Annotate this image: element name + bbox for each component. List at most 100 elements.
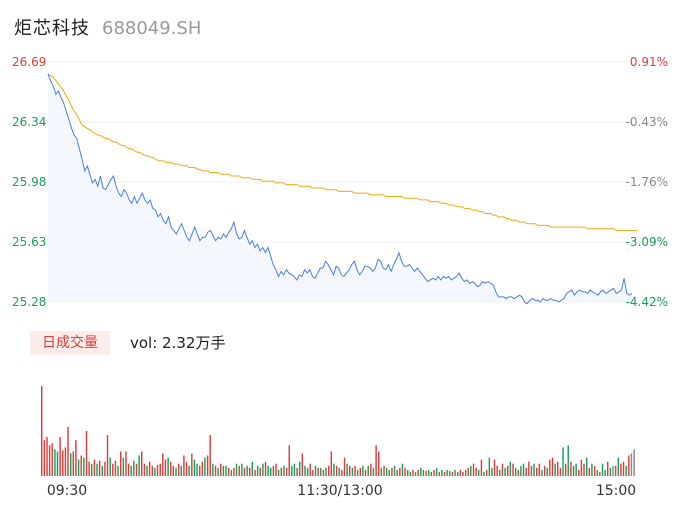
volume-bar	[517, 469, 519, 476]
volume-bar	[312, 469, 314, 476]
volume-bar	[151, 465, 154, 476]
volume-bar	[256, 465, 259, 476]
volume-bar	[407, 469, 409, 476]
x-tick-label: 09:30	[47, 483, 87, 499]
volume-bar	[301, 453, 304, 476]
volume-bar	[93, 459, 96, 476]
volume-bar	[335, 465, 338, 476]
volume-bar	[109, 457, 111, 476]
volume-bar	[625, 465, 627, 476]
volume-bar	[199, 465, 201, 476]
volume-bar	[267, 465, 269, 476]
volume-bar	[148, 461, 151, 476]
volume-bar	[320, 467, 322, 476]
volume-bar	[391, 467, 393, 476]
volume-bar	[212, 463, 214, 476]
volume-bar	[235, 463, 238, 476]
volume-bar	[388, 469, 390, 476]
volume-bar	[549, 459, 551, 476]
volume-bar	[183, 455, 185, 476]
volume-bar	[270, 467, 272, 476]
volume-bar	[483, 471, 485, 476]
volume-bar	[530, 465, 533, 476]
volume-bar	[501, 463, 504, 476]
volume-bar	[272, 465, 275, 476]
volume-bar	[75, 440, 77, 476]
volume-bar	[559, 467, 562, 476]
volume-bar	[533, 463, 535, 476]
volume-bar	[80, 455, 82, 476]
volume-bar	[583, 463, 585, 476]
volume-bar	[370, 463, 372, 476]
volume-bar	[362, 465, 364, 476]
volume-bar	[48, 445, 51, 476]
volume-bar	[414, 471, 417, 476]
stock-header: 炬芯科技 688049.SH	[14, 14, 201, 40]
volume-bar	[338, 467, 340, 476]
volume-bar	[341, 469, 343, 476]
volume-bar	[104, 461, 106, 476]
volume-bar	[283, 465, 285, 476]
volume-bar	[125, 451, 127, 476]
volume-bar	[106, 435, 109, 476]
volume-bar	[254, 469, 256, 476]
y-tick-label: 25.28	[12, 295, 46, 309]
volume-bar	[164, 459, 167, 476]
volume-bar	[196, 463, 198, 476]
volume-bar	[309, 463, 311, 476]
volume-bar	[512, 463, 514, 476]
volume-bar	[430, 471, 433, 476]
pct-tick-label: -0.43%	[626, 115, 668, 129]
x-tick-label: 15:00	[596, 483, 636, 499]
volume-bar	[375, 445, 377, 476]
volume-bar	[401, 463, 404, 476]
volume-bar	[372, 467, 375, 476]
volume-bar	[478, 469, 480, 476]
volume-bar	[204, 457, 206, 476]
volume-bar	[454, 469, 456, 476]
volume-bar	[617, 457, 620, 476]
volume-bar	[499, 469, 501, 476]
volume-bar	[383, 465, 385, 476]
pct-tick-label: -1.76%	[626, 175, 668, 189]
volume-bar	[588, 467, 591, 476]
volume-bar	[438, 471, 440, 476]
volume-bar	[170, 461, 172, 476]
volume-bar	[314, 465, 317, 476]
volume-bar	[546, 467, 548, 476]
volume-bar	[491, 467, 493, 476]
volume-bar	[143, 463, 146, 476]
volume-bar	[191, 453, 193, 476]
volume-bar	[141, 451, 143, 476]
volume-bar	[201, 461, 204, 476]
volume-bar	[246, 465, 248, 476]
volume-bar	[567, 445, 569, 476]
volume-bar	[399, 467, 401, 476]
volume-bar	[277, 469, 280, 476]
volume-bar	[356, 469, 359, 476]
volume-bar	[564, 463, 567, 476]
volume-bar	[425, 470, 427, 476]
volume-bar	[130, 465, 132, 476]
volume-bar	[367, 465, 369, 476]
volume-bar	[412, 469, 414, 476]
stock-code: 688049.SH	[102, 18, 202, 39]
volume-bar	[222, 465, 225, 476]
volume-bar	[620, 463, 622, 476]
volume-bar	[51, 443, 53, 476]
volume-bar	[488, 457, 491, 476]
volume-bar	[446, 469, 448, 476]
volume-bar	[586, 457, 588, 476]
volume-bar	[225, 465, 227, 476]
volume-bar	[325, 467, 327, 476]
volume-bar	[120, 451, 122, 476]
volume-bar	[443, 471, 446, 476]
volume-bar	[233, 467, 235, 476]
volume-bar	[41, 386, 43, 476]
volume-bar	[630, 453, 633, 476]
volume-bar	[536, 467, 538, 476]
volume-bar	[299, 461, 301, 476]
volume-bar	[578, 469, 580, 476]
volume-bar	[180, 465, 182, 476]
